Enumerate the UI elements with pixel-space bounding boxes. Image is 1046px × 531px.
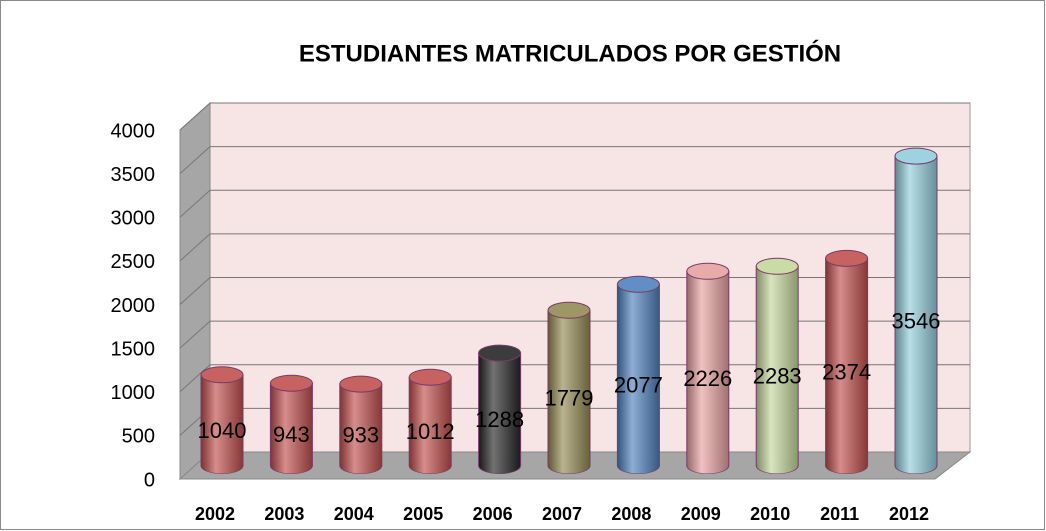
x-tick-label: 2011 [820, 504, 859, 524]
bar-top [616, 275, 660, 293]
y-tick-label: 2500 [111, 251, 156, 273]
bar-base [479, 457, 521, 474]
bar [547, 309, 591, 466]
bar-base [340, 457, 382, 474]
bar [339, 383, 383, 467]
grid-line [179, 364, 211, 393]
bar-base [687, 457, 729, 474]
bar [408, 376, 452, 466]
value-label: 933 [342, 423, 379, 448]
bar-top [686, 262, 730, 280]
bar-base [826, 457, 868, 474]
bar-base [756, 457, 798, 474]
value-label: 1040 [198, 418, 247, 443]
bar-top [408, 368, 452, 386]
x-tick-label: 2008 [611, 504, 651, 524]
y-tick-label: 2000 [111, 295, 156, 317]
bar-top [825, 249, 869, 267]
bar-base [201, 457, 243, 474]
x-tick-label: 2006 [473, 504, 513, 524]
x-tick-label: 2009 [681, 504, 721, 524]
bar [755, 265, 799, 467]
value-label: 2283 [753, 364, 802, 389]
y-tick-label: 3500 [111, 164, 156, 186]
y-tick-label: 500 [122, 426, 155, 448]
value-label: 2374 [822, 360, 871, 385]
bar-top [269, 374, 313, 392]
value-label: 1288 [475, 407, 524, 432]
x-tick-label: 2007 [542, 504, 582, 524]
x-tick-label: 2012 [889, 504, 929, 524]
x-tick-label: 2002 [195, 504, 235, 524]
bar [616, 283, 660, 466]
grid-line [179, 146, 211, 174]
bar-top [547, 301, 591, 319]
bar-base [409, 457, 451, 474]
bar [200, 374, 244, 467]
x-tick-label: 2005 [403, 504, 443, 524]
bar-top [200, 366, 244, 384]
y-tick-label: 0 [144, 469, 155, 491]
y-tick-label: 1000 [111, 382, 156, 404]
bar-base [617, 457, 659, 474]
bar-top [339, 375, 383, 393]
value-label: 1779 [545, 386, 594, 411]
x-tick-label: 2004 [334, 504, 374, 524]
bar-top [755, 257, 799, 275]
bar-base [895, 457, 937, 474]
bar-top [478, 344, 522, 362]
x-tick-label: 2010 [750, 504, 790, 524]
value-label: 1012 [406, 419, 455, 444]
bar-base [270, 457, 312, 474]
value-label: 2077 [614, 373, 663, 398]
grid-line [179, 189, 211, 218]
grid-line [179, 233, 211, 262]
bar [894, 155, 938, 466]
bar-top [894, 147, 938, 165]
chart-title: ESTUDIANTES MATRICULADOS POR GESTIÓN [299, 39, 841, 67]
grid-line [179, 102, 211, 131]
bar [686, 270, 730, 466]
value-label: 3546 [892, 309, 941, 334]
y-tick-label: 4000 [111, 120, 156, 142]
grid-line [179, 277, 211, 305]
value-label: 2226 [683, 366, 732, 391]
value-label: 943 [273, 422, 310, 447]
x-tick-label: 2003 [264, 504, 304, 524]
y-tick-label: 3000 [111, 208, 156, 230]
y-tick-label: 1500 [111, 338, 156, 360]
bar [269, 382, 313, 466]
grid-line [179, 320, 211, 349]
bar [825, 257, 869, 466]
bar-base [548, 457, 590, 474]
